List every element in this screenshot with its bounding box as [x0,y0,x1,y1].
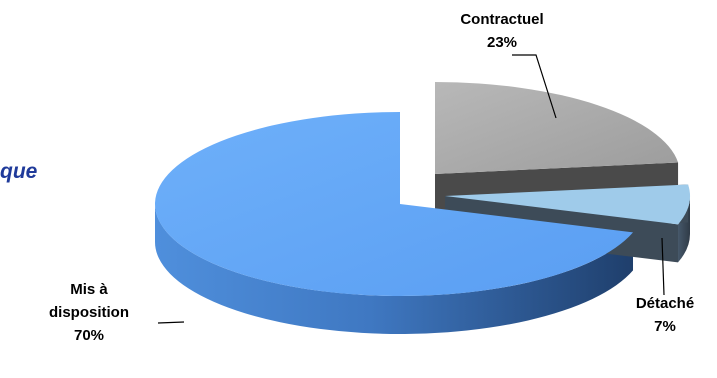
page-title-fragment: que [0,160,38,183]
label-detache-name: Détaché [635,295,695,312]
label-mis-a-disposition-name: Mis à disposition [49,281,129,321]
slice-side-mis-a-disposition [154,204,634,334]
slice-top-detache [445,184,690,225]
leader-detache [661,237,665,296]
label-mis-a-disposition-value: 70% [73,327,105,344]
slice-top-mis-a-disposition [155,112,634,296]
label-detache-value: 7% [654,318,676,335]
leader-contractuel [512,54,557,119]
label-contractuel-value: 23% [486,34,518,51]
label-mis-a-disposition: Mis à disposition 70% [24,278,154,347]
leader-mis-a-disposition [157,321,185,324]
label-contractuel: Contractuel 23% [447,8,557,54]
label-contractuel-name: Contractuel [460,11,544,28]
label-detache: Détaché 7% [625,292,705,338]
slice-top-contractuel [435,82,679,174]
